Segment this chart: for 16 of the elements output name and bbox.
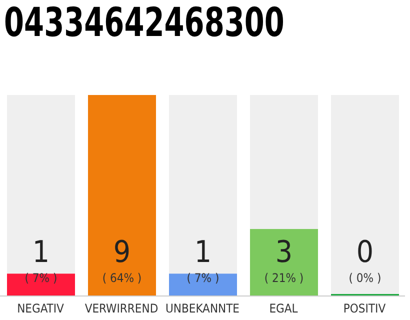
annotation: ( 21% ) (264, 271, 304, 285)
annotation: ( 7% ) (24, 271, 58, 285)
x-tick-label: POSITIV (343, 302, 386, 316)
data-label: 9 (113, 235, 131, 270)
chart-title: 04334642468300 (4, 0, 284, 46)
data-label: 1 (32, 235, 50, 270)
data-label: 0 (356, 235, 374, 270)
x-tick-label: EGAL (269, 302, 298, 316)
annotation: ( 7% ) (186, 271, 220, 285)
data-label: 1 (194, 235, 212, 270)
x-tick-label: NEGATIV (17, 302, 65, 316)
annotation: ( 0% ) (348, 271, 382, 285)
x-tick-label: VERWIRREND (84, 302, 158, 316)
x-tick-label: UNBEKANNTE (165, 302, 240, 316)
data-label: 3 (275, 235, 293, 270)
annotation: ( 64% ) (102, 271, 142, 285)
